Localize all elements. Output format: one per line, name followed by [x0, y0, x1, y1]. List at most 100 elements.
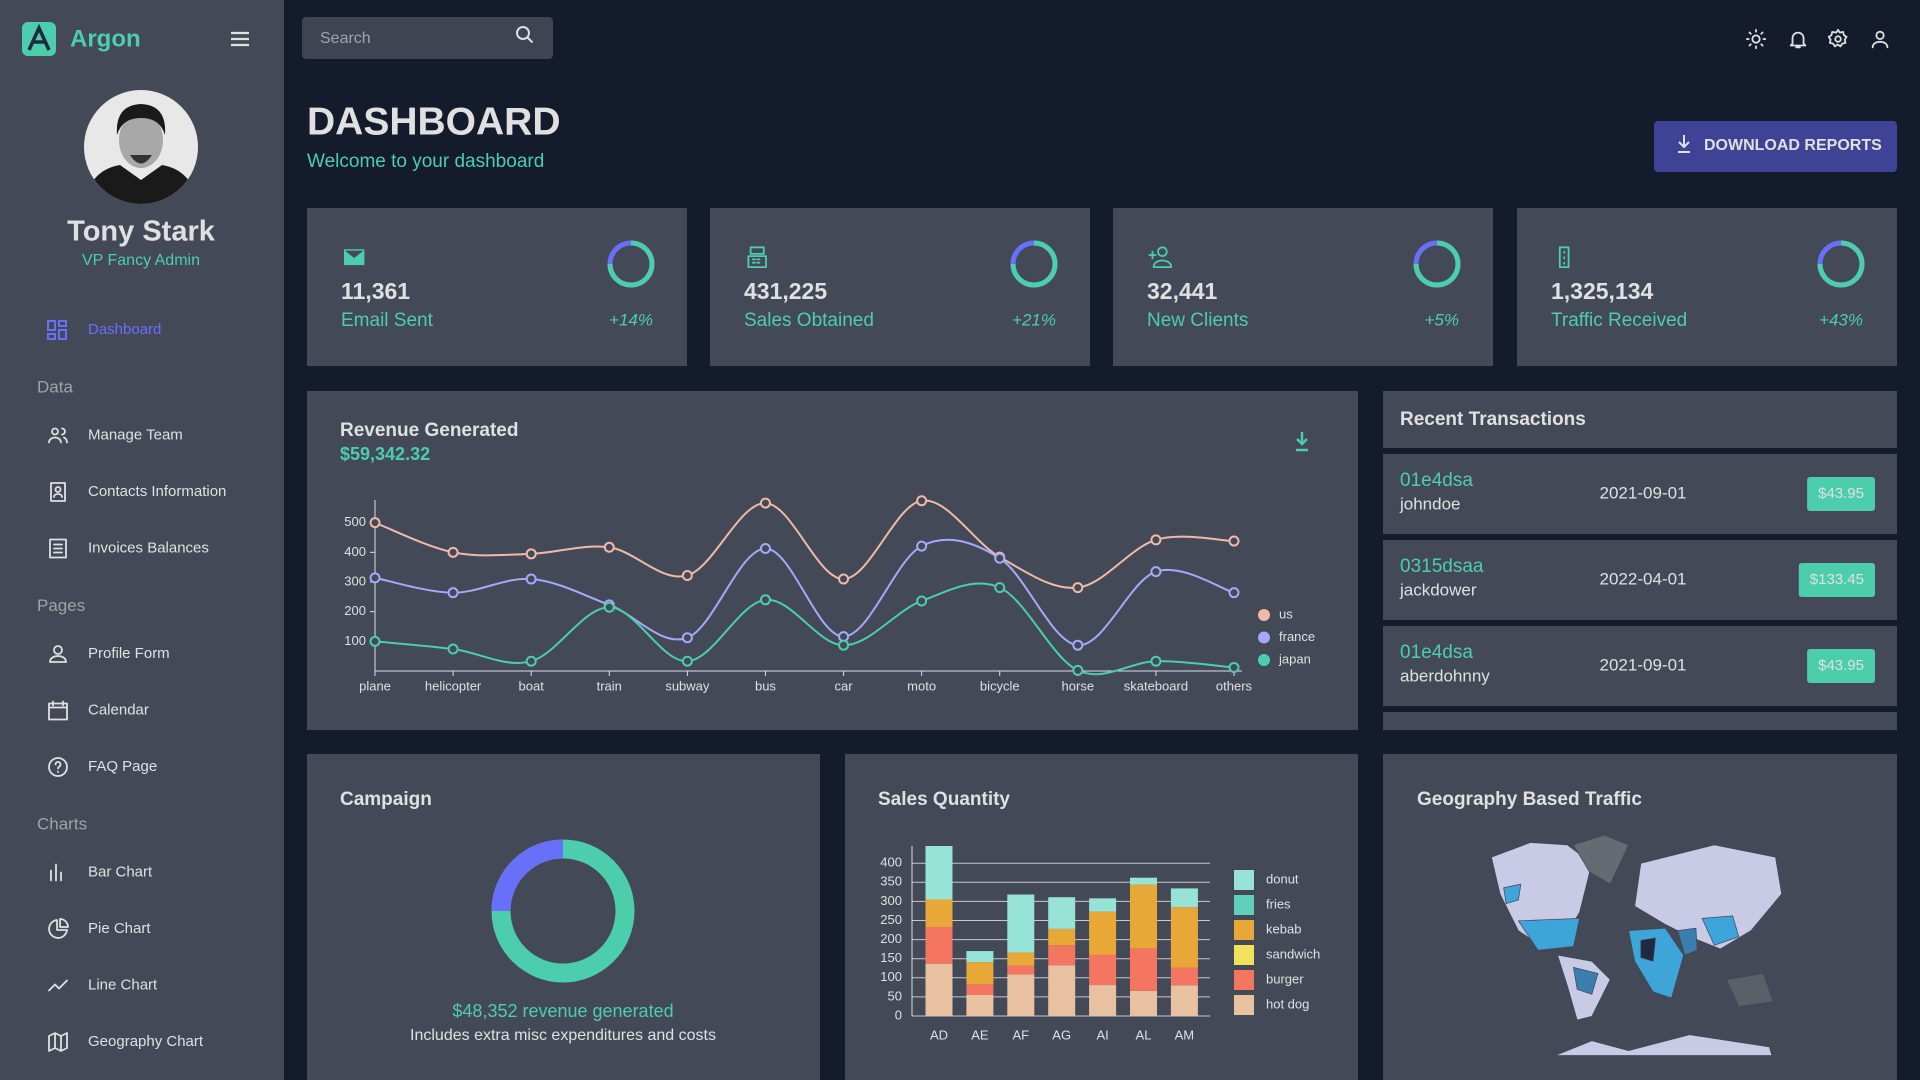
point[interactable] [369, 635, 381, 647]
topbar-icon[interactable] [1745, 28, 1767, 50]
point[interactable] [369, 517, 381, 529]
bar-segment[interactable] [1170, 888, 1198, 908]
nav-icon[interactable] [48, 1032, 68, 1052]
topbar-icon[interactable] [1789, 31, 1807, 49]
bar-segment[interactable] [966, 994, 994, 1016]
avatar [84, 90, 198, 204]
nav-item[interactable]: FAQ Page [88, 758, 157, 775]
bar-segment[interactable] [925, 926, 953, 964]
bar-segment[interactable] [966, 984, 994, 995]
point[interactable] [681, 569, 693, 581]
nav-item[interactable]: Pie Chart [88, 920, 151, 937]
nav-item[interactable]: Calendar [88, 701, 149, 718]
nav-item[interactable]: Profile Form [88, 645, 170, 662]
point[interactable] [369, 572, 381, 584]
download-button-label[interactable]: DOWNLOAD REPORTS [1704, 137, 1882, 154]
nav-icon[interactable] [48, 757, 68, 777]
point[interactable] [1072, 582, 1084, 594]
point[interactable] [916, 540, 928, 552]
point[interactable] [1228, 661, 1240, 673]
bar-segment[interactable] [1007, 965, 1035, 975]
menu-toggle[interactable] [231, 31, 249, 47]
bar-segment[interactable] [1130, 990, 1157, 1016]
point[interactable] [1228, 535, 1240, 547]
bar-segment[interactable] [966, 962, 994, 985]
bar-segment[interactable] [1007, 952, 1035, 966]
nav-item[interactable]: Line Chart [88, 976, 158, 993]
point[interactable] [525, 548, 537, 560]
point[interactable] [681, 632, 693, 644]
bar-segment[interactable] [1048, 897, 1076, 929]
transaction-cost: $43.95 [1818, 657, 1864, 674]
point[interactable] [447, 587, 459, 599]
search-placeholder[interactable]: Search [320, 30, 371, 47]
bar-segment[interactable] [1170, 907, 1198, 968]
point[interactable] [681, 655, 693, 667]
point[interactable] [447, 643, 459, 655]
nav-item[interactable]: Manage Team [88, 426, 183, 443]
download-button[interactable] [1654, 121, 1897, 172]
bar-segment[interactable] [1048, 945, 1076, 966]
topbar-icon[interactable] [1827, 28, 1848, 48]
point[interactable] [525, 573, 537, 585]
brand[interactable]: Argon [70, 25, 141, 52]
point[interactable] [916, 595, 928, 607]
bar-segment[interactable] [925, 899, 953, 927]
bar-segment[interactable] [925, 846, 953, 900]
nav-icon[interactable] [50, 863, 62, 882]
nav-icon[interactable] [49, 538, 67, 559]
bar-segment[interactable] [1089, 985, 1117, 1016]
download-chart-icon[interactable] [1296, 432, 1308, 452]
nav-icon[interactable] [50, 482, 66, 502]
campaign-revenue: $48,352 revenue generated [452, 1001, 673, 1021]
bar-segment[interactable] [1170, 985, 1198, 1016]
point[interactable] [1150, 534, 1162, 546]
nav-item-active[interactable]: Dashboard [88, 321, 161, 338]
nav-icon[interactable] [48, 700, 68, 721]
bar-segment[interactable] [1130, 948, 1157, 991]
nav-item[interactable]: Bar Chart [88, 863, 153, 880]
bar-segment[interactable] [1089, 911, 1117, 955]
point[interactable] [1072, 664, 1084, 676]
bar-segment[interactable] [1170, 967, 1198, 986]
nav-icon[interactable] [48, 918, 69, 939]
nav-icon[interactable] [49, 645, 67, 663]
point[interactable] [916, 495, 928, 507]
bar-segment[interactable] [1089, 954, 1117, 986]
point[interactable] [1150, 655, 1162, 667]
point[interactable] [994, 582, 1006, 594]
bar-segment[interactable] [1089, 898, 1117, 912]
bar-segment[interactable] [1048, 928, 1076, 946]
bar-segment[interactable] [966, 951, 994, 963]
point[interactable] [838, 639, 850, 651]
bar-segment[interactable] [1130, 877, 1157, 885]
nav-item[interactable]: Geography Chart [88, 1033, 204, 1050]
nav-item[interactable]: Invoices Balances [88, 539, 209, 556]
search-icon[interactable] [515, 26, 534, 44]
point[interactable] [838, 573, 850, 585]
point[interactable] [447, 546, 459, 558]
point[interactable] [1150, 566, 1162, 578]
point[interactable] [603, 541, 615, 553]
bar-segment[interactable] [1048, 965, 1076, 1016]
bar-segment[interactable] [1007, 894, 1035, 953]
point[interactable] [525, 655, 537, 667]
bar-segment[interactable] [1130, 884, 1157, 949]
search-box[interactable] [302, 17, 553, 59]
topbar-icon[interactable] [1871, 30, 1889, 49]
point[interactable] [1228, 587, 1240, 599]
nav-icon[interactable] [48, 979, 68, 992]
download-icon[interactable] [1678, 135, 1690, 153]
bar-segment[interactable] [925, 963, 953, 1016]
nav-item[interactable]: Contacts Information [88, 483, 226, 500]
point[interactable] [994, 552, 1006, 564]
map-africa-region [1640, 937, 1656, 962]
nav-icon[interactable] [48, 427, 68, 444]
point[interactable] [603, 601, 615, 613]
user-name: Tony Stark [67, 216, 216, 248]
point[interactable] [759, 542, 771, 554]
bar-segment[interactable] [1007, 974, 1035, 1016]
point[interactable] [759, 497, 771, 509]
point[interactable] [1072, 639, 1084, 651]
point[interactable] [759, 594, 771, 606]
